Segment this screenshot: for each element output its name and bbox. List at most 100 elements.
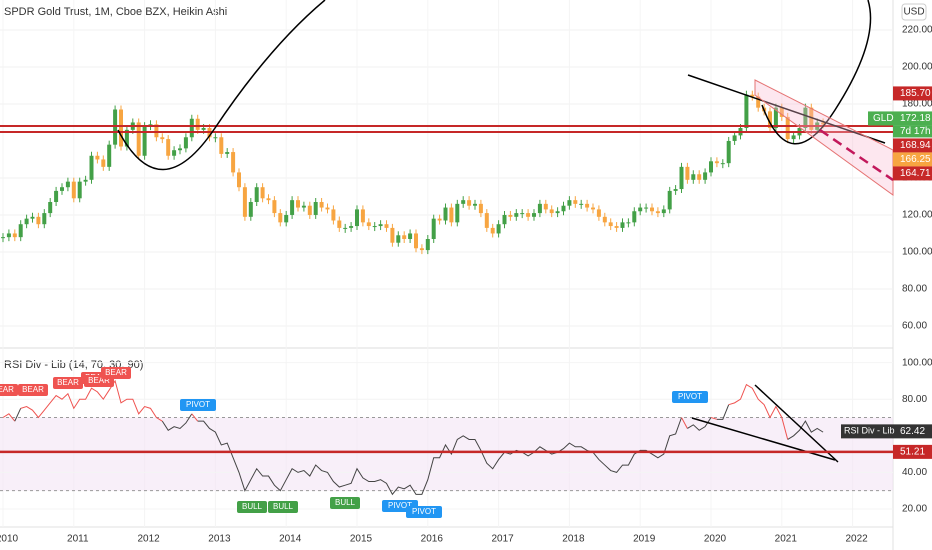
candle xyxy=(614,226,619,228)
rsi-tag xyxy=(893,444,932,459)
candle xyxy=(478,203,483,214)
x-tick-label: 2018 xyxy=(562,534,585,545)
x-tick-label: 2017 xyxy=(491,534,514,545)
candle xyxy=(119,109,123,147)
candle xyxy=(266,198,271,201)
y-tick-label: 120.00 xyxy=(902,210,932,221)
candle xyxy=(685,166,690,180)
candle xyxy=(355,209,359,227)
candle xyxy=(349,226,354,228)
candle xyxy=(591,207,595,210)
signal-label: BEAR xyxy=(22,385,44,394)
rsi-line xyxy=(2,413,16,422)
candle xyxy=(360,209,365,223)
price-tag-label: 166.25 xyxy=(900,154,931,165)
candle xyxy=(42,213,47,225)
candle xyxy=(537,203,542,214)
candle xyxy=(744,94,749,129)
candle xyxy=(508,214,513,217)
candle xyxy=(726,140,731,164)
candle xyxy=(272,200,277,214)
candle xyxy=(95,155,100,160)
candle xyxy=(496,224,501,234)
candle xyxy=(461,200,466,204)
signal-label: BEAR xyxy=(105,368,127,377)
candle xyxy=(83,179,88,182)
rsi-tag xyxy=(893,424,932,439)
candle xyxy=(237,172,241,188)
currency-button[interactable] xyxy=(901,3,927,21)
candle xyxy=(596,209,601,217)
rsi-line xyxy=(20,379,163,422)
currency[interactable]: USD xyxy=(903,7,924,18)
candle xyxy=(201,128,206,130)
rsi-tag-label: 62.42 xyxy=(900,426,925,437)
candle xyxy=(473,203,477,206)
x-tick-label: 2015 xyxy=(350,534,373,545)
candle xyxy=(54,190,59,203)
candle xyxy=(172,150,177,156)
candle xyxy=(402,235,407,240)
signal-label: BEAR xyxy=(88,376,110,385)
rsi-line xyxy=(710,417,718,420)
candle xyxy=(443,207,448,221)
x-tick-label: 2014 xyxy=(279,534,302,545)
candle xyxy=(313,202,318,215)
candle xyxy=(567,200,572,206)
candle xyxy=(679,166,684,190)
x-tick-label: 2019 xyxy=(633,534,656,545)
rsi-line xyxy=(681,417,688,429)
candle xyxy=(278,213,283,223)
candle xyxy=(378,224,383,227)
signal-label: BEAR xyxy=(0,385,14,394)
rsi-band xyxy=(0,417,893,491)
candle xyxy=(644,207,649,209)
trend-line xyxy=(687,74,886,144)
cup-curve xyxy=(117,0,326,171)
rsi-tick-label: 20.00 xyxy=(902,504,927,515)
candle xyxy=(65,181,70,188)
candle xyxy=(756,96,761,108)
candle xyxy=(526,213,531,217)
signal-badge xyxy=(237,501,267,513)
candle xyxy=(195,118,200,130)
candle xyxy=(301,205,306,208)
candle xyxy=(655,211,660,214)
cup-curve xyxy=(761,0,872,145)
signal-label: BULL xyxy=(335,498,356,507)
candle xyxy=(585,203,590,208)
candle xyxy=(24,218,29,225)
candle xyxy=(602,216,607,223)
signal-label: PIVOT xyxy=(388,501,412,510)
candle xyxy=(307,205,312,215)
candle xyxy=(219,137,224,154)
candle xyxy=(408,233,413,240)
x-tick-label: 2022 xyxy=(845,534,868,545)
candle xyxy=(71,181,76,199)
candle xyxy=(549,209,554,214)
candle xyxy=(325,207,330,210)
rsi-tick-label: 80.00 xyxy=(902,394,927,405)
signal-label: PIVOT xyxy=(186,400,210,409)
candle xyxy=(414,233,418,249)
candle xyxy=(142,126,147,156)
candle xyxy=(803,107,808,129)
candle xyxy=(396,235,401,243)
candle xyxy=(254,187,259,203)
candle xyxy=(673,189,678,191)
price-tag-label: 168.94 xyxy=(900,140,931,151)
candle xyxy=(785,116,790,140)
rsi-line xyxy=(161,413,193,431)
candle xyxy=(425,239,430,251)
candle xyxy=(136,122,141,156)
candle xyxy=(178,148,182,151)
price-tag-label: 172.18 xyxy=(900,113,931,124)
candle xyxy=(437,218,442,221)
candle xyxy=(337,220,342,228)
y-tick-label: 80.00 xyxy=(902,284,927,295)
candle xyxy=(561,205,566,212)
rsi-name-tag xyxy=(841,424,893,439)
candle xyxy=(626,222,631,224)
signal-label: BULL xyxy=(273,502,294,511)
candle xyxy=(284,214,289,223)
